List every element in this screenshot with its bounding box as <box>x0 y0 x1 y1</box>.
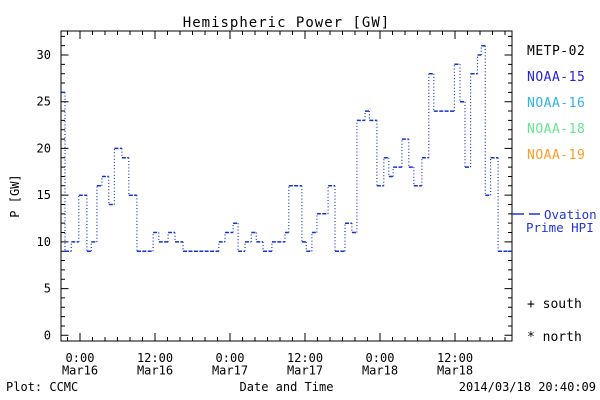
y-tick-label: 20 <box>37 141 51 155</box>
y-tick-label: 10 <box>37 235 51 249</box>
x-tick-time-label: 0:00 <box>66 351 95 365</box>
x-tick-date-label: Mar16 <box>137 364 173 378</box>
hpi-step-line-horizontal <box>61 44 512 252</box>
y-tick-label: 30 <box>37 48 51 62</box>
x-tick-date-label: Mar17 <box>212 364 248 378</box>
chart-title: Hemispheric Power [GW] <box>182 15 391 31</box>
hpi-step-line-vertical <box>64 45 499 252</box>
x-tick-date-label: Mar16 <box>62 364 98 378</box>
legend-item-noaa-19: NOAA-19 <box>527 148 586 163</box>
y-axis-label: P [GW] <box>8 174 22 218</box>
x-tick-time-label: 0:00 <box>216 351 245 365</box>
plot-frame <box>60 30 513 342</box>
axis-ticks <box>61 31 512 341</box>
y-tick-label: 15 <box>37 188 51 202</box>
x-tick-time-label: 0:00 <box>366 351 395 365</box>
south-marker-legend: + south <box>527 297 582 312</box>
ovation-legend-line1: Ovation <box>544 207 597 222</box>
legend-item-metp-02: METP-02 <box>527 44 586 59</box>
plot-credit: Plot: CCMC <box>6 380 79 394</box>
legend-item-noaa-18: NOAA-18 <box>527 122 586 137</box>
north-marker-legend: * north <box>527 330 582 345</box>
x-tick-date-label: Mar17 <box>287 364 323 378</box>
y-tick-label: 0 <box>44 328 51 342</box>
y-tick-label: 25 <box>37 95 51 109</box>
x-tick-time-label: 12:00 <box>437 351 473 365</box>
y-tick-label: 5 <box>44 282 51 296</box>
ovation-legend-line2: Prime HPI <box>526 220 594 235</box>
x-tick-date-label: Mar18 <box>437 364 473 378</box>
x-axis-label: Date and Time <box>239 380 334 394</box>
x-tick-time-label: 12:00 <box>137 351 173 365</box>
x-tick-time-label: 12:00 <box>287 351 323 365</box>
x-tick-date-label: Mar18 <box>362 364 398 378</box>
legend-item-noaa-15: NOAA-15 <box>527 70 586 85</box>
plot-timestamp: 2014/03/18 20:40:09 <box>458 380 596 394</box>
legend-item-noaa-16: NOAA-16 <box>527 96 586 111</box>
